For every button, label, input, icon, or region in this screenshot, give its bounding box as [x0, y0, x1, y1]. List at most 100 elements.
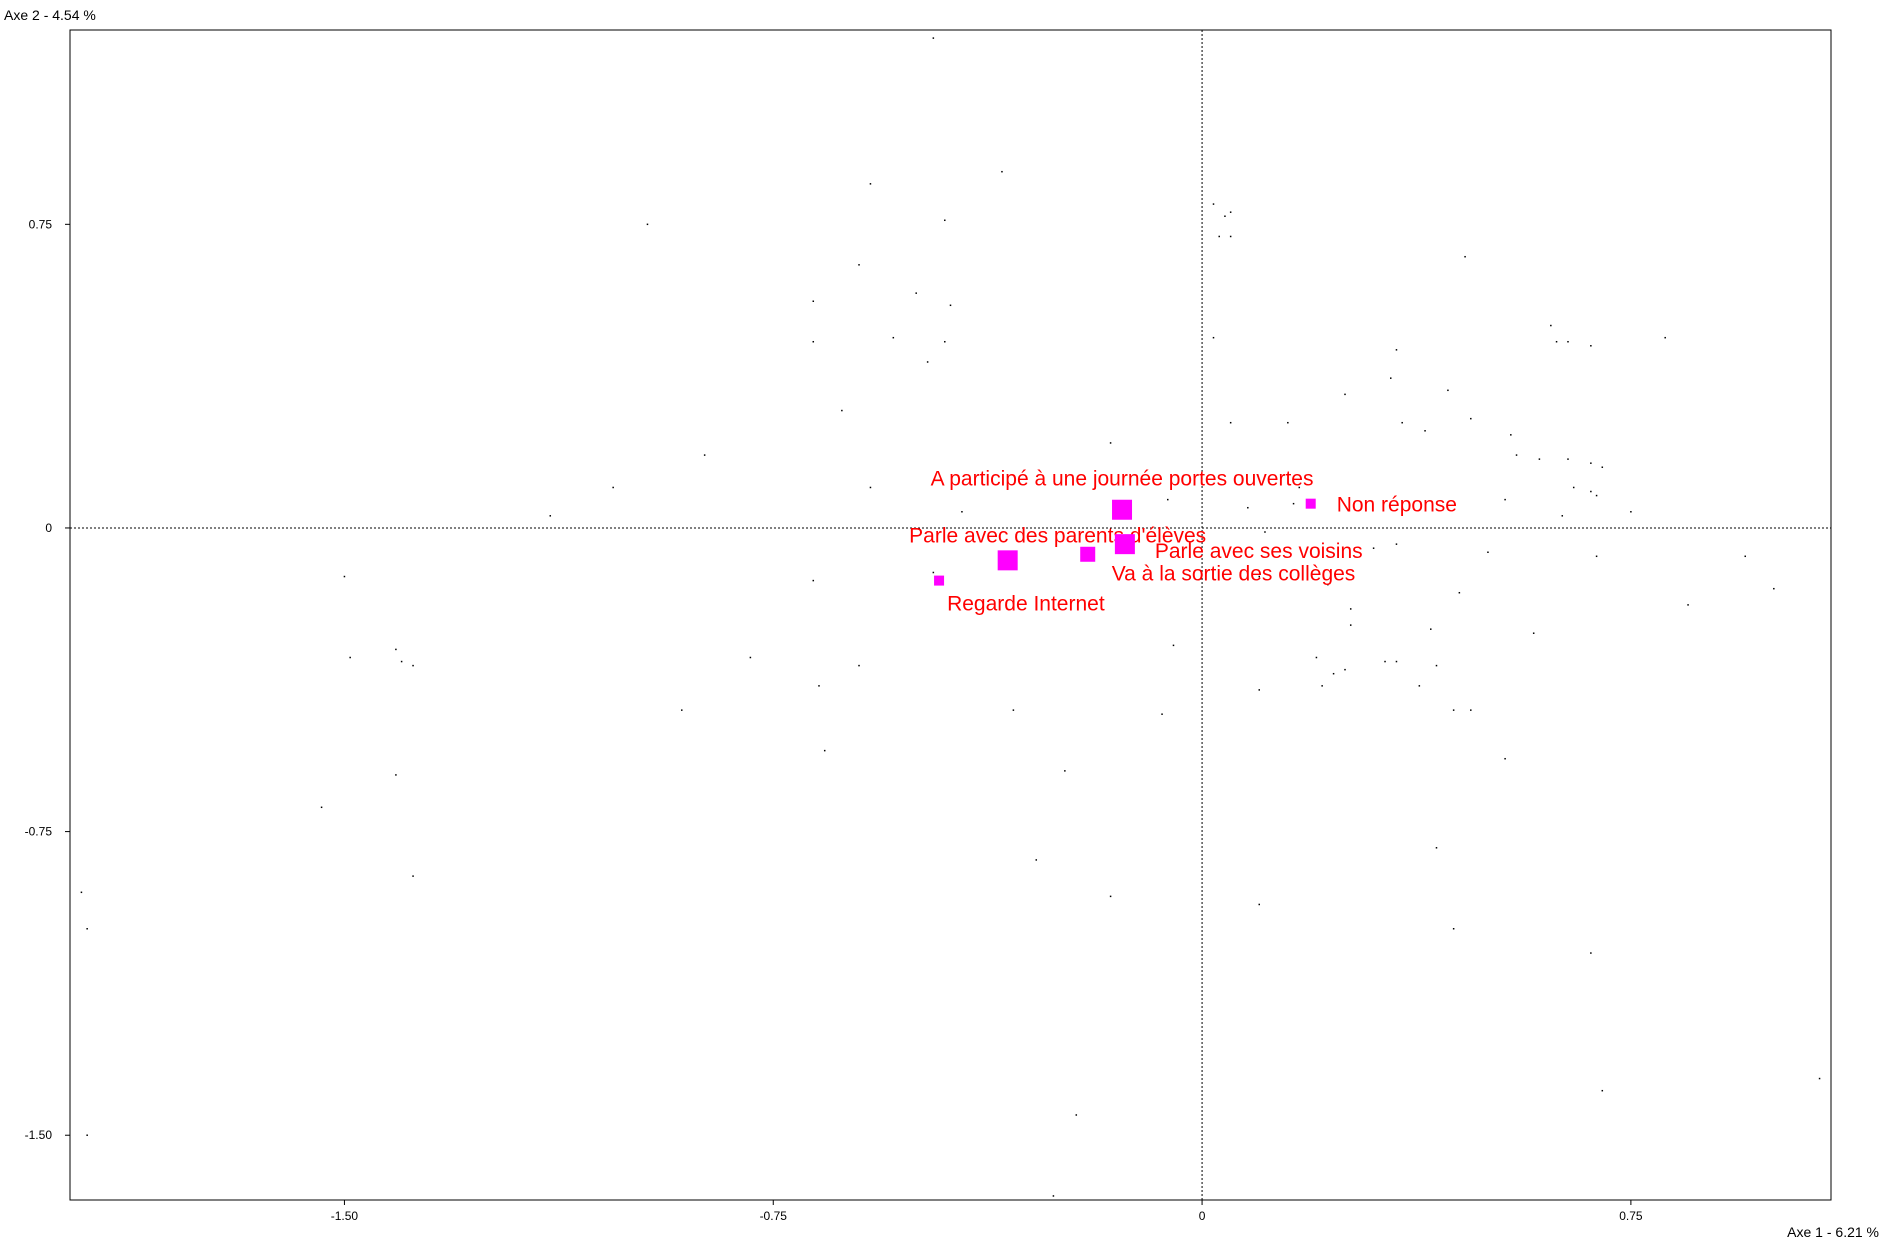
individual-point	[858, 264, 860, 266]
individual-point	[1555, 340, 1558, 343]
individual-point	[1012, 709, 1015, 711]
individual-point	[395, 774, 397, 776]
individual-point	[1212, 336, 1215, 339]
individual-point	[1390, 377, 1392, 379]
individual-point	[1590, 345, 1592, 347]
individual-point	[646, 223, 649, 226]
individual-point	[1258, 903, 1260, 906]
individual-point	[86, 1134, 88, 1136]
individual-point	[944, 340, 946, 343]
individual-point	[1109, 895, 1112, 898]
category-marker	[997, 550, 1018, 571]
individual-point	[1229, 235, 1232, 238]
individual-point	[412, 875, 414, 877]
individual-point	[80, 891, 83, 894]
individual-point	[1773, 587, 1775, 590]
individual-point	[1109, 442, 1112, 444]
individual-point	[1384, 660, 1386, 663]
individual-point	[1349, 608, 1352, 610]
individual-point	[1452, 709, 1455, 711]
individual-point	[1395, 660, 1398, 663]
individual-point	[932, 37, 935, 39]
individual-point	[869, 183, 872, 185]
individual-point	[1435, 664, 1438, 667]
individual-point	[1601, 1089, 1604, 1092]
individual-point	[812, 300, 815, 302]
individual-point	[400, 660, 403, 663]
individual-point	[1418, 685, 1421, 687]
individual-point	[1818, 1077, 1821, 1080]
individual-point	[1372, 547, 1375, 549]
individual-point	[681, 709, 683, 711]
individual-point	[1430, 628, 1432, 630]
individual-point	[1452, 928, 1455, 930]
individual-point	[926, 361, 929, 363]
individual-point	[1229, 421, 1232, 424]
individual-point	[1395, 349, 1398, 351]
individual-point	[1630, 511, 1632, 513]
individual-point	[320, 806, 323, 809]
individual-point	[1212, 203, 1215, 205]
individual-point	[1464, 255, 1466, 258]
individual-point	[703, 454, 706, 456]
individual-point	[812, 579, 815, 582]
individual-point	[1292, 502, 1295, 505]
y-tick-label: 0	[45, 521, 52, 535]
x-tick-label: -0.75	[760, 1209, 788, 1223]
individual-point	[1561, 515, 1564, 517]
individual-point	[612, 486, 614, 489]
individual-point	[1052, 1195, 1055, 1197]
category-label: Non réponse	[1337, 494, 1457, 517]
individual-point	[1064, 770, 1066, 772]
individual-point	[1218, 235, 1220, 238]
individual-points	[80, 37, 1821, 1197]
individual-point	[1161, 713, 1163, 715]
individual-point	[1470, 709, 1472, 711]
individual-point	[749, 656, 752, 659]
individual-point	[1075, 1114, 1078, 1116]
individual-point	[1572, 486, 1575, 489]
category-marker	[1305, 498, 1316, 509]
category-label: Regarde Internet	[947, 593, 1105, 616]
category-marker	[1080, 546, 1096, 562]
individual-point	[823, 749, 826, 752]
individual-point	[1247, 506, 1249, 509]
individual-point	[1595, 555, 1598, 558]
individual-point	[1424, 430, 1426, 432]
individual-point	[343, 575, 346, 578]
individual-point	[1435, 847, 1438, 849]
individual-point	[1167, 498, 1169, 501]
x-axis-title: Axe 1 - 6.21 %	[1787, 1224, 1879, 1240]
individual-point	[1550, 324, 1552, 327]
individual-point	[1470, 417, 1472, 420]
individual-point	[86, 928, 88, 930]
individual-point	[1590, 490, 1592, 493]
y-axis-ticks: 0.75 0 -0.75 -1.50	[25, 217, 70, 1142]
individual-point	[1538, 458, 1541, 460]
individual-point	[1344, 668, 1346, 671]
individual-point	[932, 571, 935, 574]
individual-point	[1504, 757, 1506, 760]
individual-point	[944, 219, 946, 222]
individual-point	[1258, 689, 1260, 691]
individual-point	[818, 685, 820, 687]
x-tick-label: -1.50	[331, 1209, 359, 1223]
category-markers: A participé à une journée portes ouverte…	[909, 468, 1457, 616]
individual-point	[1504, 498, 1506, 501]
individual-point	[349, 656, 351, 659]
y-tick-label: 0.75	[29, 217, 53, 231]
individual-point	[1298, 486, 1301, 489]
individual-point	[1458, 591, 1461, 594]
individual-point	[1172, 644, 1175, 647]
y-axis-title: Axe 2 - 4.54 %	[4, 7, 96, 23]
individual-point	[1264, 531, 1266, 533]
individual-point	[1744, 555, 1746, 558]
individual-point	[395, 648, 397, 651]
individual-point	[1035, 859, 1038, 861]
individual-point	[1395, 543, 1398, 545]
individual-point	[841, 409, 843, 412]
individual-point	[1315, 656, 1318, 659]
individual-point	[949, 304, 952, 307]
individual-point	[412, 664, 414, 667]
